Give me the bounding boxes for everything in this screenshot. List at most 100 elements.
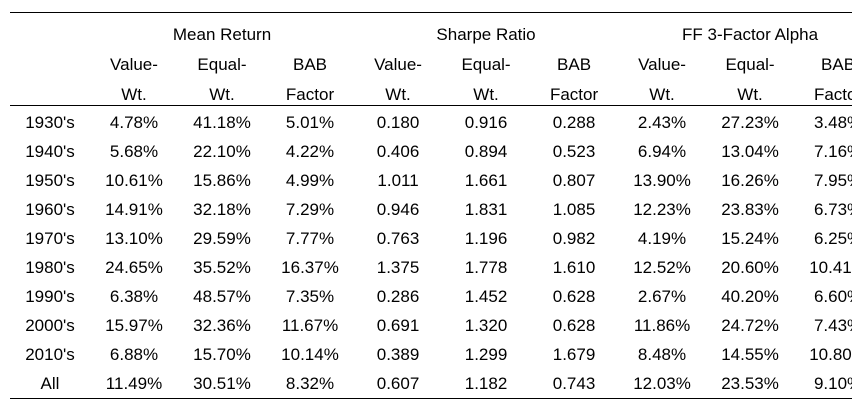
table-cell: 6.60% bbox=[813, 286, 852, 306]
column-header-line1: BAB bbox=[557, 55, 592, 74]
table-row: 1980's 24.65% 35.52% 16.37% 1.375 1.778 1.610 1… bbox=[10, 253, 852, 282]
table-cell: 0.288 bbox=[552, 112, 596, 132]
table-cell: 11.86% bbox=[633, 315, 691, 335]
group-header-sharpe-ratio: Sharpe Ratio bbox=[354, 12, 619, 45]
table-row: 1950's 10.61% 15.86% 4.99% 1.011 1.661 0.807 13… bbox=[10, 166, 852, 195]
table-cell: 32.18% bbox=[193, 199, 251, 219]
table-cell: 12.52% bbox=[633, 257, 691, 277]
table-cell: 6.25% bbox=[813, 228, 852, 248]
table-cell: 0.180 bbox=[376, 112, 420, 132]
column-header-row-1: Value- Equal- BAB Value- Equal- BAB Value- Equa… bbox=[10, 45, 852, 75]
table-cell: 15.97% bbox=[105, 315, 163, 335]
table-row: All 11.49% 30.51% 8.32% 0.607 1.182 0.743 12.03… bbox=[10, 369, 852, 399]
column-header-line1: Value- bbox=[638, 55, 686, 74]
table-cell: 0.286 bbox=[376, 286, 420, 306]
table-cell: 7.35% bbox=[285, 286, 335, 306]
column-header-line1: BAB bbox=[293, 55, 328, 74]
column-header-line2: Wt. bbox=[442, 75, 531, 106]
returns-table: Mean Return Sharpe Ratio FF 3-Factor Alp… bbox=[10, 12, 852, 399]
table-cell: 14.55% bbox=[721, 344, 779, 364]
table-cell: 0.894 bbox=[464, 141, 508, 161]
row-label: All bbox=[10, 369, 90, 399]
column-header-line2: Wt. bbox=[354, 75, 443, 106]
column-header-line2: Factor bbox=[530, 75, 619, 106]
table-cell: 6.38% bbox=[109, 286, 159, 306]
column-header-line1: Equal- bbox=[197, 55, 247, 74]
table-cell: 1.661 bbox=[464, 170, 508, 190]
column-header-line1: Value- bbox=[374, 55, 422, 74]
table-cell: 10.80% bbox=[809, 344, 852, 364]
table-cell: 40.20% bbox=[721, 286, 779, 306]
table-cell: 12.23% bbox=[633, 199, 691, 219]
table-container: Mean Return Sharpe Ratio FF 3-Factor Alp… bbox=[10, 12, 852, 399]
row-label: 1930's bbox=[25, 112, 75, 132]
table-cell: 6.88% bbox=[109, 344, 159, 364]
table-cell: 35.52% bbox=[193, 257, 251, 277]
table-cell: 27.23% bbox=[721, 112, 779, 132]
table-cell: 1.011 bbox=[377, 170, 419, 190]
table-cell: 1.831 bbox=[464, 199, 508, 219]
table-cell: 0.691 bbox=[376, 315, 420, 335]
table-cell: 0.946 bbox=[376, 199, 420, 219]
table-row: 1960's 14.91% 32.18% 7.29% 0.946 1.831 1.085 12… bbox=[10, 195, 852, 224]
group-header-ff-alpha: FF 3-Factor Alpha bbox=[618, 12, 852, 45]
table-cell: 1.610 bbox=[552, 257, 596, 277]
table-cell: 0.628 bbox=[552, 286, 596, 306]
column-header-line1: Value- bbox=[110, 55, 158, 74]
row-label: 1950's bbox=[25, 170, 75, 190]
table-body: 1930's 4.78% 41.18% 5.01% 0.180 0.916 0.288 2.4… bbox=[10, 106, 852, 399]
table-cell: 5.01% bbox=[285, 112, 335, 132]
table-cell: 13.10% bbox=[105, 228, 163, 248]
table-cell: 29.59% bbox=[193, 228, 251, 248]
table-cell: 15.86% bbox=[193, 170, 251, 190]
row-label: 2000's bbox=[25, 315, 75, 335]
table-cell: 2.67% bbox=[637, 286, 687, 306]
table-row: 1970's 13.10% 29.59% 7.77% 0.763 1.196 0.982 4.… bbox=[10, 224, 852, 253]
table-cell: 10.14% bbox=[281, 344, 339, 364]
column-header-line2: Wt. bbox=[178, 75, 266, 106]
table-cell: 3.48% bbox=[813, 112, 852, 132]
table-cell: 16.26% bbox=[721, 170, 779, 190]
table-cell: 7.29% bbox=[285, 199, 335, 219]
table-cell: 0.807 bbox=[552, 170, 596, 190]
corner-cell bbox=[10, 12, 90, 45]
table-cell: 7.77% bbox=[285, 228, 335, 248]
table-cell: 1.085 bbox=[552, 199, 596, 219]
table-cell: 7.43% bbox=[813, 315, 852, 335]
table-cell: 32.36% bbox=[193, 315, 251, 335]
column-header-line2: Factor bbox=[266, 75, 355, 106]
row-label: 1980's bbox=[25, 257, 75, 277]
table-cell: 1.778 bbox=[464, 257, 508, 277]
row-label: 1960's bbox=[25, 199, 75, 219]
row-label: 1940's bbox=[25, 141, 75, 161]
table-cell: 4.22% bbox=[285, 141, 335, 161]
table-cell: 8.48% bbox=[637, 344, 687, 364]
table-cell: 0.406 bbox=[376, 141, 420, 161]
table-row: 1990's 6.38% 48.57% 7.35% 0.286 1.452 0.628 2.6… bbox=[10, 282, 852, 311]
table-cell: 1.182 bbox=[442, 369, 531, 399]
table-cell: 22.10% bbox=[193, 141, 251, 161]
table-row: 2000's 15.97% 32.36% 11.67% 0.691 1.320 0.628 1… bbox=[10, 311, 852, 340]
table-cell: 13.04% bbox=[721, 141, 779, 161]
row-label: 1990's bbox=[25, 286, 75, 306]
table-cell: 13.90% bbox=[633, 170, 691, 190]
table-cell: 4.19% bbox=[637, 228, 687, 248]
table-cell: 0.743 bbox=[530, 369, 619, 399]
table-cell: 41.18% bbox=[193, 112, 251, 132]
column-header-line1: Equal- bbox=[725, 55, 775, 74]
table-cell: 5.68% bbox=[109, 141, 159, 161]
table-cell: 10.61% bbox=[105, 170, 163, 190]
table-cell: 48.57% bbox=[193, 286, 251, 306]
corner-cell bbox=[10, 45, 90, 75]
table-cell: 1.196 bbox=[464, 228, 508, 248]
corner-cell bbox=[10, 75, 90, 106]
table-cell: 9.10% bbox=[794, 369, 852, 399]
table-cell: 6.94% bbox=[637, 141, 687, 161]
table-cell: 15.70% bbox=[193, 344, 251, 364]
table-cell: 12.03% bbox=[618, 369, 707, 399]
table-cell: 1.375 bbox=[376, 257, 420, 277]
table-cell: 24.65% bbox=[105, 257, 163, 277]
table-cell: 23.83% bbox=[721, 199, 779, 219]
table-cell: 0.763 bbox=[376, 228, 420, 248]
column-header-line2: Wt. bbox=[618, 75, 707, 106]
